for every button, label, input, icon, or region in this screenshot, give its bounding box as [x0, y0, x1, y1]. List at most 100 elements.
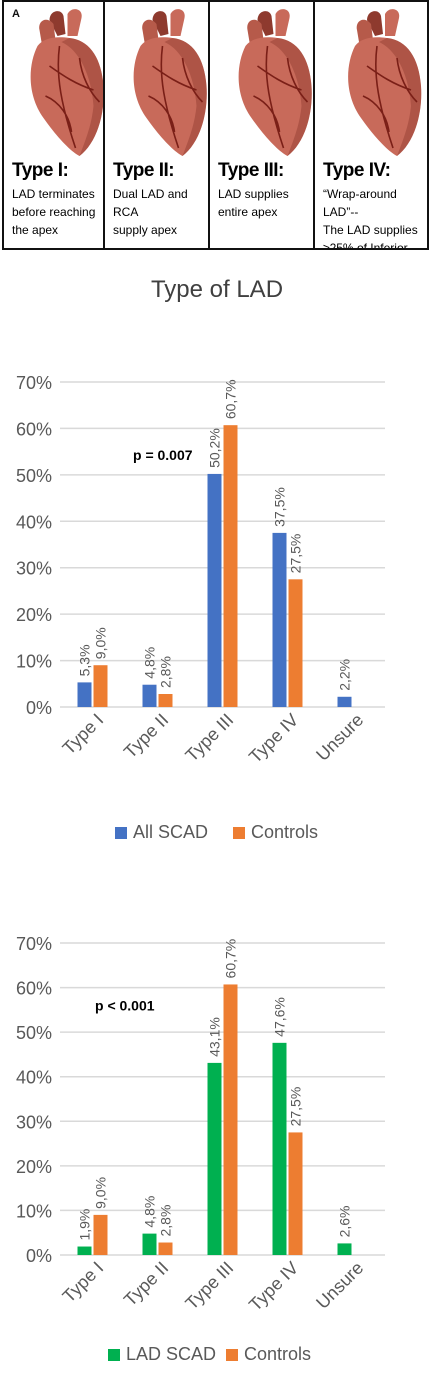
bar [288, 1132, 303, 1255]
y-tick-label: 50% [16, 1023, 52, 1043]
data-label: 4,8% [142, 647, 158, 679]
heart-illustration-icon [348, 9, 422, 156]
legend: LAD SCAD Controls [108, 1344, 311, 1364]
bars [77, 984, 352, 1255]
x-tick-label: Type I [59, 1258, 108, 1307]
x-tick-label: Unsure [312, 710, 367, 765]
heart-illustration-icon [30, 9, 103, 156]
bar [142, 1233, 157, 1255]
panel-title: Type IV: [323, 160, 391, 181]
bars [77, 425, 352, 707]
y-tick-label: 30% [16, 559, 52, 579]
bar [272, 1042, 287, 1255]
lad-type-panels: A Type I: LAD terminates before reaching… [0, 0, 434, 258]
x-tick-label: Type II [120, 1258, 172, 1310]
chart-lad-scad: 0% 10% 20% 30% 40% 50% 60% 70% 1,9%9,0% 4,8% 2,8% 4… [16, 934, 385, 1364]
legend: All SCAD Controls [115, 822, 318, 842]
figure-label: A [12, 8, 20, 20]
y-tick-label: 60% [16, 419, 52, 439]
panel-title: Type II: [113, 160, 175, 181]
panel-description: LAD supplies entire apex [218, 187, 289, 219]
x-tick-label: Unsure [312, 1258, 367, 1313]
y-tick-label: 70% [16, 934, 52, 954]
data-label: 2,8% [158, 656, 174, 688]
gridlines [60, 381, 385, 708]
data-label: 27,5% [288, 534, 304, 574]
x-tick-label: Type III [181, 1258, 237, 1314]
data-label: 50,2% [207, 428, 223, 468]
x-tick-label: Type II [120, 710, 172, 762]
bar [93, 1214, 108, 1255]
data-label: 27,5% [288, 1087, 304, 1127]
bar [288, 579, 303, 707]
p-value-annotation: p = 0.007 [133, 447, 193, 463]
data-label: 47,6% [272, 997, 288, 1037]
bar [207, 473, 222, 707]
data-label: 60,7% [223, 379, 239, 419]
legend-label: Controls [244, 1344, 311, 1364]
heart-illustration-icon [133, 9, 207, 156]
bar [158, 1242, 173, 1255]
x-tick-label: Type III [181, 710, 237, 766]
data-label: 2,2% [337, 659, 353, 691]
data-label: 37,5% [272, 487, 288, 527]
y-axis: 0% 10% 20% 30% 40% 50% 60% 70% [16, 373, 52, 718]
y-tick-label: 10% [16, 1201, 52, 1221]
bar [223, 425, 238, 707]
bar [142, 684, 157, 707]
panel-description: Dual LAD and RCA supply apex [113, 187, 188, 237]
bar [337, 1243, 352, 1255]
y-tick-label: 0% [26, 698, 52, 718]
bar [337, 696, 352, 707]
y-tick-label: 10% [16, 652, 52, 672]
data-label: 2,6% [337, 1205, 353, 1237]
heart-illustration-icon [238, 9, 312, 156]
data-labels: 1,9%9,0% 4,8% 2,8% 43,1% 60,7% 47,6% 27,5% 2,6% [77, 939, 353, 1241]
legend-swatch [115, 827, 127, 839]
bar [272, 532, 287, 707]
panel-title: Type III: [218, 160, 284, 181]
data-label: 2,8% [158, 1205, 174, 1237]
chart-all-scad: 0%10%20%30%40%50%60%70%5,3%9,0%4,8% 2,8%5… [16, 373, 385, 842]
y-tick-label: 40% [16, 1068, 52, 1088]
legend-label: LAD SCAD [126, 1344, 216, 1364]
bar [158, 694, 173, 707]
type-panel-3: Type III: LAD supplies entire apex [208, 0, 315, 250]
y-tick-label: 60% [16, 979, 52, 999]
p-value-annotation: p < 0.001 [95, 998, 155, 1014]
y-tick-label: 0% [26, 1246, 52, 1266]
legend-swatch [108, 1349, 120, 1361]
bar [207, 1062, 222, 1255]
y-tick-label: 20% [16, 605, 52, 625]
y-axis: 0% 10% 20% 30% 40% 50% 60% 70% [16, 934, 52, 1266]
chart-title: Type of LAD [150, 276, 284, 303]
panel-description: “Wrap-around LAD”-- The LAD supplies ≥25… [323, 187, 418, 250]
y-tick-label: 30% [16, 1112, 52, 1132]
data-label: 1,9% [77, 1209, 93, 1241]
panel-title: Type I: [12, 160, 69, 181]
legend-label: All SCAD [133, 822, 208, 842]
x-tick-label: Type I [59, 710, 108, 759]
data-label: 4,8% [142, 1196, 158, 1228]
x-tick-label: Type IV [245, 1258, 302, 1315]
data-label: 43,1% [207, 1017, 223, 1057]
data-label: 9,0% [93, 1177, 109, 1209]
type-panel-4: Type IV: “Wrap-around LAD”-- The LAD sup… [313, 0, 429, 250]
bar [93, 665, 108, 707]
legend-label: Controls [251, 822, 318, 842]
data-label: 5,3% [77, 644, 93, 676]
legend-swatch [233, 827, 245, 839]
type-panel-2: Type II: Dual LAD and RCA supply apex [103, 0, 210, 250]
y-tick-label: 70% [16, 373, 52, 393]
bar [77, 682, 92, 707]
data-label: 9,0% [93, 627, 109, 659]
y-tick-label: 20% [16, 1157, 52, 1177]
bar [77, 1246, 92, 1255]
gridlines [60, 942, 385, 1256]
type-panel-1: A Type I: LAD terminates before reaching… [2, 0, 105, 250]
panel-description: LAD terminates before reaching the apex [12, 187, 96, 237]
y-tick-label: 40% [16, 512, 52, 532]
data-labels: 5,3%9,0% 4,8% 2,8% 50,2%60,7% 37,5%27,5% 2,2% [77, 379, 353, 690]
x-tick-label: Type IV [245, 710, 302, 767]
y-tick-label: 50% [16, 466, 52, 486]
